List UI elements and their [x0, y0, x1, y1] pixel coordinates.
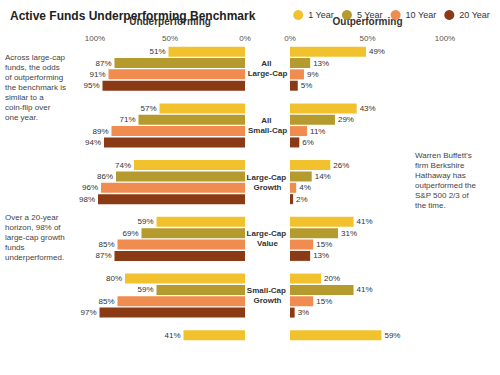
svg-text:underperformed.: underperformed. — [5, 253, 64, 262]
svg-text:20 Year: 20 Year — [459, 10, 490, 20]
svg-text:9%: 9% — [307, 70, 319, 79]
svg-text:43%: 43% — [360, 104, 376, 113]
svg-text:95%: 95% — [83, 81, 99, 90]
svg-text:All: All — [261, 116, 273, 125]
svg-text:coin-flip over: coin-flip over — [5, 103, 53, 112]
svg-text:funds, the odds: funds, the odds — [5, 63, 62, 72]
svg-text:the time.: the time. — [415, 201, 446, 210]
svg-text:Active Funds Underperforming B: Active Funds Underperforming Benchmark — [10, 9, 256, 23]
svg-text:Growth: Growth — [254, 296, 282, 305]
svg-text:41%: 41% — [357, 285, 373, 294]
svg-text:5 Year: 5 Year — [357, 10, 383, 20]
svg-text:96%: 96% — [82, 183, 98, 192]
svg-text:15%: 15% — [316, 240, 332, 249]
svg-text:Large-Cap: Large-Cap — [247, 229, 289, 238]
svg-text:outperformed the: outperformed the — [415, 181, 478, 190]
svg-text:Warren Buffett's: Warren Buffett's — [415, 151, 474, 160]
svg-text:horizon, 98% of: horizon, 98% of — [5, 223, 63, 232]
svg-text:All: All — [261, 59, 273, 68]
svg-text:50%: 50% — [162, 34, 178, 43]
svg-text:Across large-cap: Across large-cap — [5, 53, 67, 62]
svg-text:98%: 98% — [79, 195, 95, 204]
svg-text:3%: 3% — [298, 308, 310, 317]
svg-text:57%: 57% — [140, 104, 156, 113]
svg-text:Value: Value — [257, 239, 278, 248]
svg-text:59%: 59% — [137, 217, 153, 226]
svg-text:similar to a: similar to a — [5, 93, 46, 102]
svg-text:1 Year: 1 Year — [308, 10, 334, 20]
svg-text:Large-Cap: Large-Cap — [248, 69, 288, 78]
svg-text:80%: 80% — [106, 274, 122, 283]
svg-text:71%: 71% — [119, 115, 135, 124]
svg-text:41%: 41% — [357, 217, 373, 226]
svg-text:10 Year: 10 Year — [406, 10, 437, 20]
svg-text:94%: 94% — [85, 138, 101, 147]
svg-text:0%: 0% — [239, 34, 251, 43]
svg-text:31%: 31% — [341, 229, 357, 238]
svg-text:15%: 15% — [316, 297, 332, 306]
svg-text:51%: 51% — [149, 47, 165, 56]
svg-text:14%: 14% — [315, 172, 331, 181]
svg-text:87%: 87% — [95, 59, 111, 68]
svg-text:89%: 89% — [92, 127, 108, 136]
svg-text:29%: 29% — [338, 115, 354, 124]
svg-text:firm Berkshire: firm Berkshire — [415, 161, 467, 170]
svg-text:S&P 500 2/3 of: S&P 500 2/3 of — [415, 191, 471, 200]
svg-text:of outperforming: of outperforming — [5, 73, 65, 82]
svg-text:13%: 13% — [313, 251, 329, 260]
svg-text:funds: funds — [5, 243, 27, 252]
svg-text:100%: 100% — [85, 34, 105, 43]
svg-text:the benchmark is: the benchmark is — [5, 83, 68, 92]
svg-text:85%: 85% — [98, 240, 114, 249]
svg-text:6%: 6% — [302, 138, 314, 147]
svg-text:87%: 87% — [95, 251, 111, 260]
svg-text:50%: 50% — [359, 34, 375, 43]
svg-text:20%: 20% — [324, 274, 340, 283]
svg-text:11%: 11% — [310, 127, 325, 136]
svg-text:Hathaway has: Hathaway has — [415, 171, 468, 180]
svg-text:large-cap growth: large-cap growth — [5, 233, 67, 242]
svg-text:69%: 69% — [122, 229, 138, 238]
svg-text:Large-Cap: Large-Cap — [247, 173, 289, 182]
svg-text:97%: 97% — [80, 308, 96, 317]
svg-text:100%: 100% — [435, 34, 455, 43]
svg-text:85%: 85% — [98, 297, 114, 306]
svg-text:74%: 74% — [115, 161, 131, 170]
svg-text:one year.: one year. — [5, 113, 38, 122]
svg-text:Small-Cap: Small-Cap — [247, 286, 288, 295]
svg-text:86%: 86% — [97, 172, 113, 181]
svg-text:2%: 2% — [296, 195, 308, 204]
svg-text:59%: 59% — [137, 285, 153, 294]
svg-text:13%: 13% — [313, 59, 329, 68]
svg-text:4%: 4% — [299, 183, 311, 192]
svg-text:41%: 41% — [164, 331, 180, 340]
svg-text:59%: 59% — [384, 331, 400, 340]
svg-text:5%: 5% — [301, 81, 313, 90]
svg-text:Over a 20-year: Over a 20-year — [5, 213, 61, 222]
svg-text:0%: 0% — [284, 34, 296, 43]
svg-text:49%: 49% — [369, 47, 385, 56]
svg-text:91%: 91% — [89, 70, 105, 79]
svg-text:Growth: Growth — [254, 183, 282, 192]
svg-text:Small-Cap: Small-Cap — [248, 126, 287, 135]
svg-text:Outperforming: Outperforming — [332, 15, 403, 27]
svg-text:26%: 26% — [333, 161, 349, 170]
